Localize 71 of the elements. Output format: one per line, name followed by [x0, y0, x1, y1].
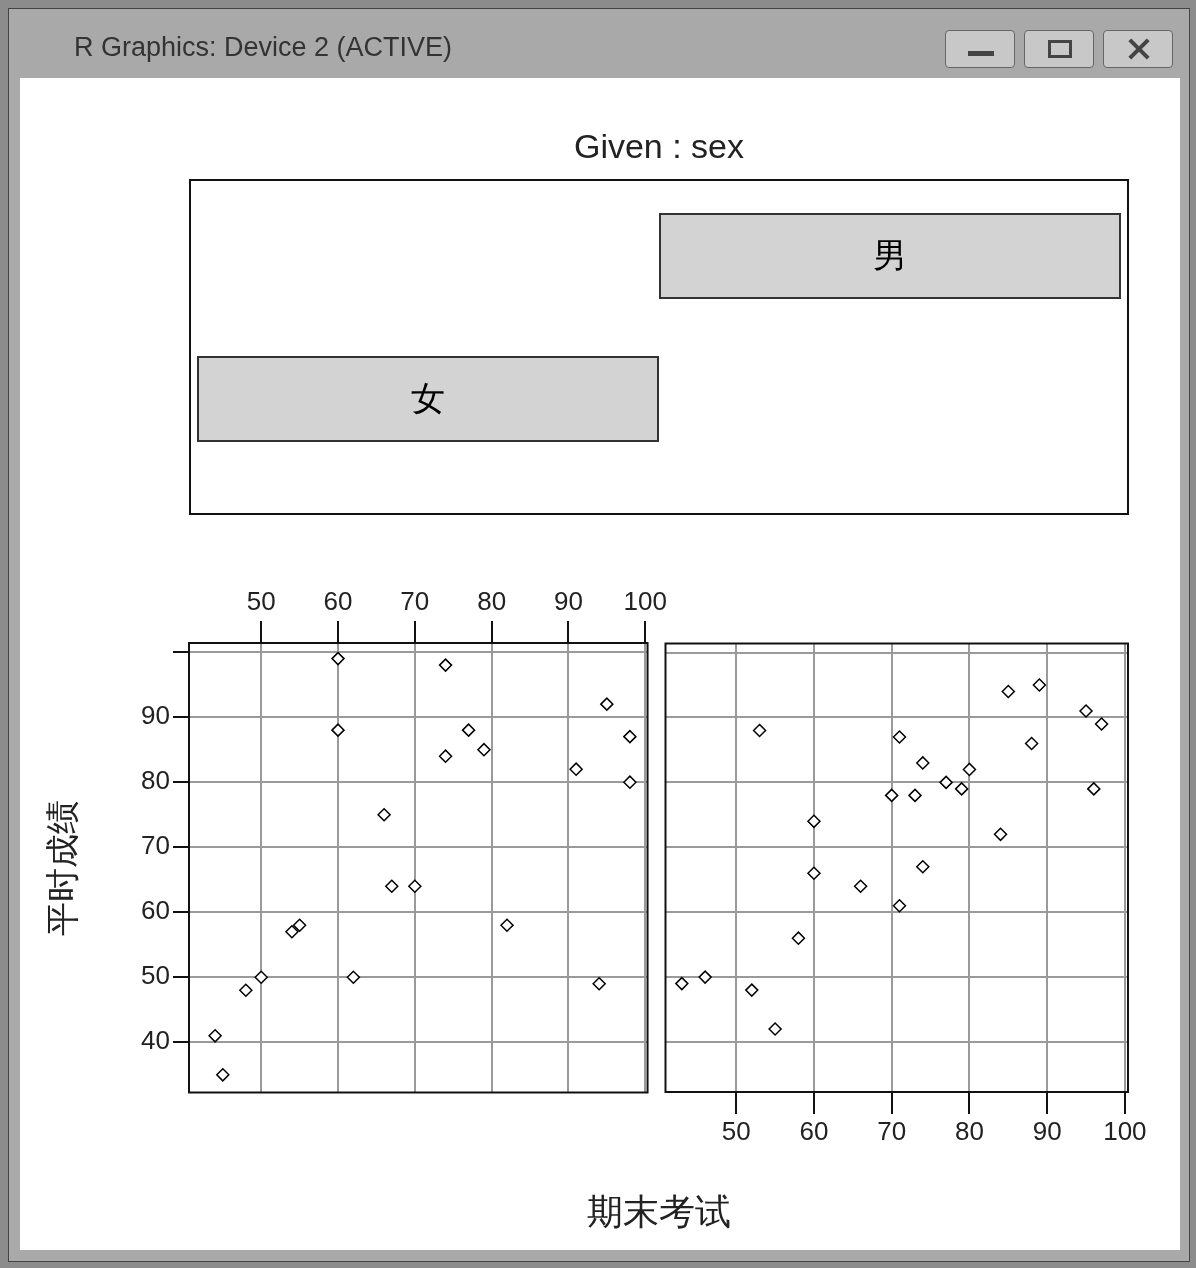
point	[892, 898, 907, 913]
point	[884, 788, 899, 803]
text: Given : sex	[572, 127, 746, 166]
point	[908, 788, 922, 803]
x-tick-label: 70	[400, 585, 430, 616]
x-tick-label: 80	[477, 585, 507, 616]
category-label: 男	[659, 213, 1121, 299]
point	[807, 814, 821, 829]
x-tick-label: 100	[1103, 1115, 1147, 1146]
x-axis-title: 期末考试	[586, 1190, 732, 1234]
point	[1087, 782, 1101, 796]
point	[745, 983, 759, 997]
point	[216, 1068, 230, 1082]
point	[954, 782, 969, 796]
x-tick-label: 90	[1032, 1115, 1062, 1146]
point	[1079, 704, 1093, 718]
point	[438, 658, 453, 672]
point	[600, 697, 614, 711]
point	[939, 775, 953, 790]
point	[331, 723, 345, 737]
point	[768, 1022, 782, 1036]
x-tick-label: 50	[246, 585, 276, 616]
point	[569, 762, 583, 776]
x-tick-label: 70	[877, 1115, 907, 1146]
point	[807, 866, 821, 881]
point	[1001, 684, 1016, 699]
y-tick-label: 90	[141, 700, 170, 731]
x-tick-label: 80	[954, 1115, 984, 1146]
point	[853, 879, 868, 893]
y-axis-title: 平时成绩	[42, 799, 81, 936]
point	[675, 976, 689, 991]
point	[208, 1029, 222, 1043]
point	[1094, 717, 1109, 731]
point	[385, 879, 399, 893]
category-label: 女	[197, 356, 659, 442]
point	[623, 775, 637, 789]
y-tick-label: 40	[141, 1025, 170, 1056]
x-tick-label: 60	[323, 585, 353, 616]
point	[239, 983, 253, 998]
point	[623, 729, 637, 744]
x-tick-label: 100	[623, 585, 667, 616]
point	[477, 742, 491, 757]
point	[892, 730, 907, 744]
point	[346, 970, 361, 985]
x-tick-label: 60	[799, 1115, 829, 1146]
point	[500, 918, 514, 933]
point	[916, 756, 930, 770]
point	[993, 827, 1008, 842]
text: R Graphics: Device 2 (ACTIVE)	[74, 32, 453, 63]
y-tick-label: 60	[141, 895, 170, 926]
point	[916, 860, 930, 874]
point	[698, 970, 712, 984]
point	[438, 749, 453, 763]
point	[408, 879, 422, 893]
y-tick-label: 70	[141, 830, 170, 861]
point	[962, 762, 977, 777]
x-tick-label: 50	[721, 1115, 751, 1146]
point	[1024, 736, 1039, 751]
y-tick-label: 80	[141, 765, 170, 796]
point	[254, 970, 268, 985]
point	[285, 925, 299, 939]
point	[592, 977, 606, 991]
y-tick-label: 50	[141, 960, 170, 991]
point	[461, 723, 476, 737]
point	[377, 807, 391, 822]
point	[791, 931, 806, 945]
point	[1032, 678, 1047, 692]
point	[292, 918, 307, 933]
point	[331, 651, 345, 666]
point	[752, 723, 767, 738]
x-tick-label: 90	[553, 585, 583, 616]
